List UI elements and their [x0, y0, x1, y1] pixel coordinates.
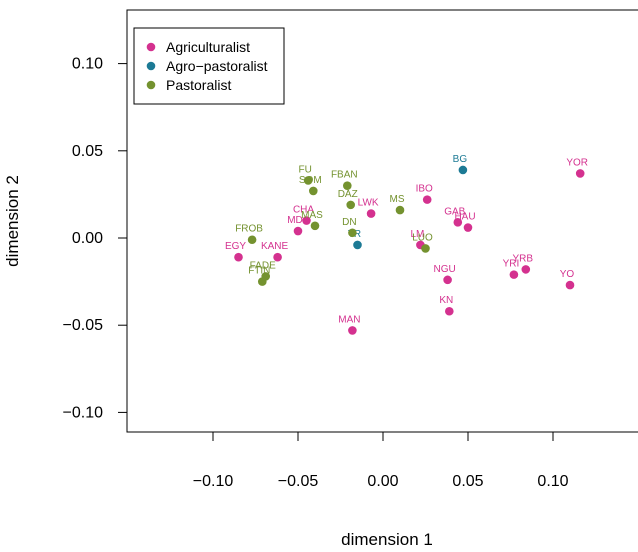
data-point: [293, 226, 303, 236]
y-tick-label: 0.10: [72, 56, 103, 73]
data-point: [273, 252, 282, 262]
data-point: [366, 209, 376, 218]
x-tick-label: 0.05: [452, 473, 483, 490]
data-point: [310, 221, 320, 231]
data-point: [458, 165, 468, 175]
point-label: LUO: [412, 232, 433, 243]
point-label: KN: [439, 295, 453, 306]
y-tick-label: 0.05: [72, 143, 103, 160]
data-point: [422, 195, 432, 204]
point-label: NGU: [433, 264, 455, 275]
y-tick-label: 0.00: [72, 230, 103, 247]
data-point: [343, 181, 352, 190]
point-label: FROB: [235, 224, 263, 235]
data-point: [303, 176, 313, 185]
point-label: CHA: [293, 205, 314, 216]
point-label: DAZ: [338, 189, 358, 200]
point-label: MAN: [338, 314, 360, 325]
point-label: FBAN: [331, 170, 358, 181]
point-label: LWK: [358, 198, 379, 209]
data-point: [395, 205, 405, 215]
legend-label: Pastoralist: [166, 77, 231, 93]
point-label: MS: [390, 194, 405, 205]
point-label: YOR: [566, 157, 588, 168]
legend-label: Agro−pastoralist: [166, 58, 268, 74]
legend-label: Agriculturalist: [166, 39, 250, 55]
point-label: YO: [560, 269, 575, 280]
data-point: [309, 186, 318, 196]
point-label: DN: [342, 217, 356, 228]
data-point: [346, 200, 356, 210]
point-label: YRI: [503, 259, 520, 270]
data-point: [575, 169, 585, 178]
data-point: [421, 244, 430, 253]
x-tick-label: −0.10: [193, 473, 234, 490]
legend-marker: [146, 42, 156, 52]
legend: Agriculturalist Agro−pastoralist Pastorali…: [133, 27, 285, 105]
point-label: MD: [287, 215, 303, 226]
legend-marker: [146, 61, 156, 71]
point-label: IBO: [416, 184, 433, 195]
x-axis-title: dimension 1: [341, 530, 433, 549]
x-axis: −0.10 −0.05 0.00 0.05 0.10: [193, 431, 569, 490]
data-point: [463, 223, 473, 232]
data-point: [234, 252, 243, 262]
data-point: [443, 275, 452, 285]
point-label: YRB: [513, 253, 534, 264]
y-tick-label: −0.05: [63, 317, 104, 334]
point-label: SOM: [299, 175, 322, 186]
data-point: [348, 326, 357, 335]
point-label: EGY: [225, 241, 246, 252]
point-label: BG: [453, 154, 468, 165]
point-label: FADE: [250, 260, 276, 271]
legend-box: [133, 27, 285, 105]
point-label: FTIN: [248, 266, 270, 277]
point-label: HAU: [454, 212, 475, 223]
data-point: [453, 218, 463, 227]
data-point: [302, 216, 311, 225]
point-label: MAS: [301, 210, 323, 221]
data-point: [565, 280, 575, 290]
data-point: [445, 306, 454, 316]
data-point: [258, 277, 267, 286]
data-point: [247, 235, 257, 245]
data-point: [509, 270, 519, 279]
y-axis: −0.10 −0.05 0.00 0.05 0.10: [63, 56, 128, 421]
x-tick-label: −0.05: [278, 473, 319, 490]
y-tick-label: −0.10: [63, 404, 104, 421]
point-label: LM: [410, 229, 424, 240]
data-point: [521, 265, 531, 274]
x-tick-label: 0.00: [367, 473, 398, 490]
point-label: FU: [299, 164, 312, 175]
y-axis-title: dimension 2: [3, 175, 22, 267]
data-point: [348, 228, 357, 238]
legend-marker: [146, 80, 156, 90]
point-label: KANE: [261, 241, 289, 252]
point-label: GAB: [444, 206, 465, 217]
x-tick-label: 0.10: [537, 473, 568, 490]
data-point: [353, 240, 362, 250]
